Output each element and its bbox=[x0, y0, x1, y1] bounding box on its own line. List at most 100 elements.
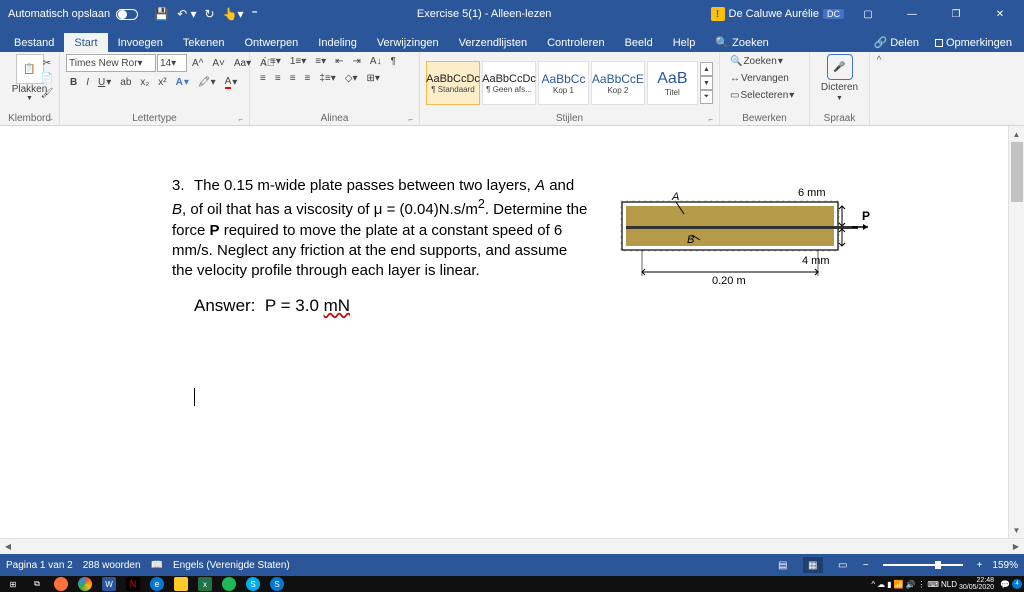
vertical-scrollbar[interactable]: ▲▼ bbox=[1008, 126, 1024, 538]
subscript-button[interactable]: x₂ bbox=[136, 75, 153, 90]
replace-button[interactable]: ↔ Vervangen bbox=[726, 71, 793, 86]
tab-start[interactable]: Start bbox=[64, 33, 107, 52]
notifications-icon[interactable]: 💬 bbox=[1000, 580, 1010, 589]
cut-icon[interactable]: ✂ bbox=[40, 56, 54, 70]
indent-icon[interactable]: ⇥ bbox=[349, 54, 365, 69]
bullets-icon[interactable]: ⋮≡▾ bbox=[256, 54, 285, 69]
task-view-icon[interactable]: ⧉ bbox=[26, 577, 48, 591]
outdent-icon[interactable]: ⇤ bbox=[331, 54, 347, 69]
tab-indeling[interactable]: Indeling bbox=[308, 33, 367, 52]
style-kop2[interactable]: AaBbCcEKop 2 bbox=[591, 61, 645, 105]
strike-button[interactable]: ab bbox=[116, 75, 135, 90]
text-effects-icon[interactable]: A▾ bbox=[172, 75, 193, 90]
save-icon[interactable]: 💾 bbox=[154, 7, 169, 21]
style-geen-afstand[interactable]: AaBbCcDc¶ Geen afs... bbox=[482, 61, 536, 105]
line-spacing-icon[interactable]: ‡≡▾ bbox=[315, 71, 339, 86]
styles-up-icon[interactable]: ▲ bbox=[700, 62, 713, 76]
firefox-icon[interactable] bbox=[50, 577, 72, 591]
style-kop1[interactable]: AaBbCcKop 1 bbox=[538, 61, 589, 105]
tab-zoeken[interactable]: 🔍 Zoeken bbox=[705, 32, 778, 52]
shading-icon[interactable]: ◇▾ bbox=[341, 71, 362, 86]
close-button[interactable]: ✕ bbox=[980, 0, 1020, 28]
page-status[interactable]: Pagina 1 van 2 bbox=[6, 560, 73, 571]
shrink-font-icon[interactable]: A˅ bbox=[208, 56, 229, 71]
zoom-level[interactable]: 159% bbox=[992, 560, 1018, 571]
multilevel-icon[interactable]: ≡▾ bbox=[311, 54, 330, 69]
minimize-button[interactable]: — bbox=[892, 0, 932, 28]
tray-up-icon[interactable]: ^ bbox=[871, 580, 875, 589]
volume-icon[interactable]: 🔊 bbox=[905, 580, 915, 589]
numbering-icon[interactable]: 1≡▾ bbox=[286, 54, 310, 69]
excel-icon[interactable]: x bbox=[194, 577, 216, 591]
language-status[interactable]: Engels (Verenigde Staten) bbox=[173, 560, 290, 571]
borders-icon[interactable]: ⊞▾ bbox=[363, 71, 384, 86]
zoom-in-button[interactable]: + bbox=[977, 560, 983, 571]
align-left-icon[interactable]: ≡ bbox=[256, 71, 270, 86]
font-name-select[interactable]: Times New Ror ▾ bbox=[66, 54, 156, 72]
maximize-button[interactable]: ❐ bbox=[936, 0, 976, 28]
start-menu-icon[interactable]: ⊞ bbox=[2, 577, 24, 591]
clock[interactable]: 22:4830/05/2020 bbox=[959, 577, 998, 591]
collapse-ribbon-icon[interactable]: ^ bbox=[870, 52, 888, 125]
print-view-icon[interactable]: ▦ bbox=[803, 557, 823, 573]
copy-icon[interactable]: 📄 bbox=[40, 71, 54, 85]
tab-help[interactable]: Help bbox=[663, 33, 706, 52]
tab-bestand[interactable]: Bestand bbox=[4, 33, 64, 52]
share-button[interactable]: 🔗 Delen bbox=[866, 33, 927, 52]
skype2-icon[interactable]: S bbox=[266, 577, 288, 591]
tab-verzendlijsten[interactable]: Verzendlijsten bbox=[449, 33, 538, 52]
battery-icon[interactable]: ▮ bbox=[887, 580, 891, 589]
touch-icon[interactable]: 👆▾ bbox=[223, 7, 244, 21]
redo-icon[interactable]: ↻ bbox=[205, 7, 215, 21]
comments-button[interactable]: Opmerkingen bbox=[927, 34, 1020, 52]
select-button[interactable]: ▭ Selecteren ▾ bbox=[726, 88, 798, 103]
tab-verwijzingen[interactable]: Verwijzingen bbox=[367, 33, 449, 52]
user-initials[interactable]: DC bbox=[823, 9, 844, 19]
tab-tekenen[interactable]: Tekenen bbox=[173, 33, 235, 52]
bold-button[interactable]: B bbox=[66, 75, 81, 90]
web-view-icon[interactable]: ▭ bbox=[833, 557, 853, 573]
tab-controleren[interactable]: Controleren bbox=[537, 33, 614, 52]
sort-icon[interactable]: A↓ bbox=[366, 54, 386, 69]
explorer-icon[interactable] bbox=[170, 577, 192, 591]
find-button[interactable]: 🔍 Zoeken ▾ bbox=[726, 54, 787, 69]
horizontal-scrollbar[interactable]: ◀▶ bbox=[0, 538, 1024, 554]
tab-ontwerpen[interactable]: Ontwerpen bbox=[234, 33, 308, 52]
underline-button[interactable]: U ▾ bbox=[94, 75, 115, 90]
zoom-out-button[interactable]: − bbox=[863, 560, 869, 571]
keyboard-layout[interactable]: NLD bbox=[941, 580, 957, 589]
wifi-icon[interactable]: 📶 bbox=[893, 580, 903, 589]
word-count[interactable]: 288 woorden bbox=[83, 560, 141, 571]
bluetooth-icon[interactable]: ⋮ bbox=[917, 580, 925, 589]
align-right-icon[interactable]: ≡ bbox=[286, 71, 300, 86]
styles-down-icon[interactable]: ▼ bbox=[700, 76, 713, 90]
skype-icon[interactable]: S bbox=[242, 577, 264, 591]
align-center-icon[interactable]: ≡ bbox=[271, 71, 285, 86]
ime-icon[interactable]: ⌨ bbox=[927, 580, 939, 589]
font-color-icon[interactable]: A▾ bbox=[221, 74, 242, 91]
dictate-icon[interactable]: 🎤 bbox=[827, 54, 853, 80]
styles-more-icon[interactable]: ⏷ bbox=[700, 90, 713, 104]
superscript-button[interactable]: x² bbox=[154, 75, 170, 90]
netflix-icon[interactable]: N bbox=[122, 577, 144, 591]
word-icon[interactable]: W bbox=[98, 577, 120, 591]
font-size-select[interactable]: 14 ▾ bbox=[157, 54, 187, 72]
onedrive-icon[interactable]: ☁ bbox=[877, 580, 885, 589]
justify-icon[interactable]: ≡ bbox=[301, 71, 315, 86]
edge-icon[interactable]: e bbox=[146, 577, 168, 591]
grow-font-icon[interactable]: A^ bbox=[188, 56, 207, 71]
spotify-icon[interactable] bbox=[218, 577, 240, 591]
italic-button[interactable]: I bbox=[82, 75, 93, 90]
zoom-slider[interactable] bbox=[883, 564, 963, 566]
tab-invoegen[interactable]: Invoegen bbox=[108, 33, 173, 52]
autosave-toggle[interactable] bbox=[116, 9, 138, 20]
format-painter-icon[interactable]: 🖌 bbox=[40, 86, 54, 100]
chrome-icon[interactable] bbox=[74, 577, 96, 591]
undo-icon[interactable]: ↶ ▾ bbox=[177, 7, 196, 21]
highlight-icon[interactable]: 🖍▾ bbox=[194, 75, 220, 90]
style-titel[interactable]: AaBTitel bbox=[647, 61, 698, 105]
style-standaard[interactable]: AaBbCcDc¶ Standaard bbox=[426, 61, 480, 105]
ribbon-options-icon[interactable]: ▢ bbox=[848, 0, 888, 28]
warning-icon[interactable]: ! bbox=[711, 7, 725, 21]
tab-beeld[interactable]: Beeld bbox=[615, 33, 663, 52]
